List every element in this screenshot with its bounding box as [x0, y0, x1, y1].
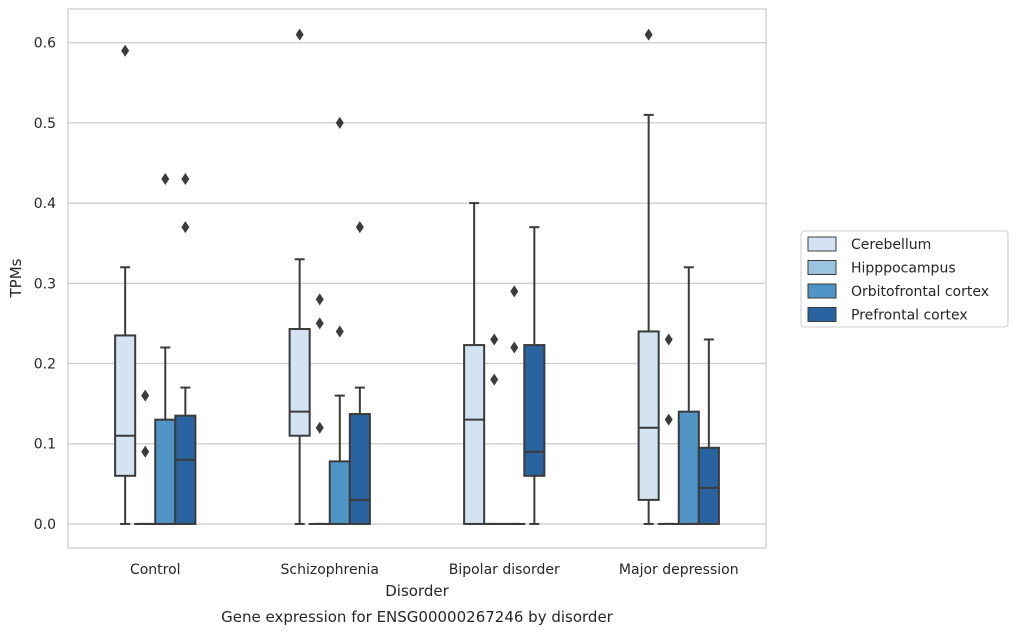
legend-label-orbitofrontal-cortex: Orbitofrontal cortex [851, 284, 989, 300]
y-axis-label: TPMs [7, 258, 25, 298]
x-tick-labels: Control Schizophrenia Bipolar disorder Majo… [130, 562, 739, 578]
y-tick-label: 0.4 [34, 196, 56, 212]
y-tick-labels: 0.0 0.1 0.2 0.3 0.4 0.5 0.6 [34, 36, 56, 533]
x-tick-label: Schizophrenia [281, 562, 379, 578]
x-tick-label: Major depression [619, 562, 739, 578]
box-body [330, 461, 350, 524]
legend-swatch-hipppocampus [808, 261, 836, 275]
box-body [175, 416, 195, 524]
chart-caption: Gene expression for ENSG00000267246 by d… [221, 608, 614, 626]
box-body [155, 420, 175, 524]
legend-label-cerebellum: Cerebellum [851, 237, 931, 253]
y-tick-label: 0.2 [34, 357, 56, 373]
legend-label-prefrontal-cortex: Prefrontal cortex [851, 308, 968, 324]
y-tick-label: 0.1 [34, 437, 56, 453]
legend-swatch-orbitofrontal-cortex [808, 284, 836, 298]
box-body [639, 331, 659, 499]
y-tick-label: 0.0 [34, 517, 56, 533]
legend-label-hipppocampus: Hipppocampus [851, 261, 956, 277]
x-tick-label: Control [130, 562, 181, 578]
x-axis-label: Disorder [385, 582, 449, 600]
box-body [699, 448, 719, 524]
box-body [115, 335, 135, 475]
legend: Cerebellum Hipppocampus Orbitofrontal cort… [801, 231, 1008, 327]
box-body [679, 412, 699, 524]
box-body [524, 345, 544, 476]
legend-swatch-cerebellum [808, 237, 836, 251]
box-body [350, 414, 370, 524]
y-tick-label: 0.5 [34, 116, 56, 132]
box-body [290, 329, 310, 436]
legend-swatch-prefrontal-cortex [808, 308, 836, 322]
y-tick-label: 0.6 [34, 36, 56, 52]
x-tick-label: Bipolar disorder [449, 562, 560, 578]
box-body [464, 345, 484, 524]
y-tick-label: 0.3 [34, 276, 56, 292]
